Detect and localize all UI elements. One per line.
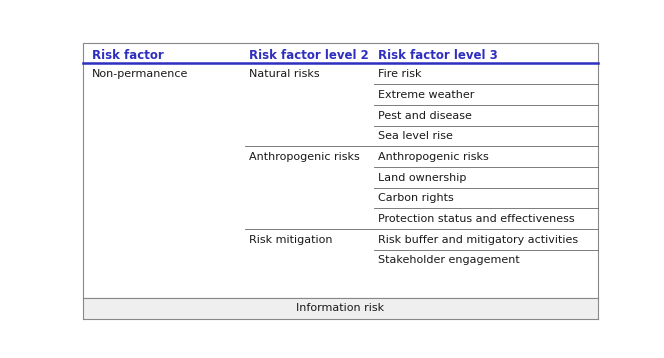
Text: Stakeholder engagement: Stakeholder engagement (378, 256, 520, 265)
Text: Risk mitigation: Risk mitigation (249, 235, 333, 245)
Text: Carbon rights: Carbon rights (378, 193, 454, 203)
Text: Risk factor level 2: Risk factor level 2 (249, 49, 369, 62)
Text: Extreme weather: Extreme weather (378, 90, 474, 100)
Text: Information risk: Information risk (296, 303, 384, 313)
Text: Protection status and effectiveness: Protection status and effectiveness (378, 214, 574, 224)
Text: Anthropogenic risks: Anthropogenic risks (249, 152, 360, 162)
Text: Pest and disease: Pest and disease (378, 111, 471, 121)
Text: Natural risks: Natural risks (249, 69, 320, 79)
Text: Non-permanence: Non-permanence (92, 69, 189, 79)
Text: Risk factor level 3: Risk factor level 3 (378, 49, 497, 62)
Text: Anthropogenic risks: Anthropogenic risks (378, 152, 489, 162)
Text: Risk factor: Risk factor (92, 49, 164, 62)
Text: Fire risk: Fire risk (378, 69, 422, 79)
Text: Sea level rise: Sea level rise (378, 131, 453, 141)
Bar (83, 298, 598, 319)
Text: Risk buffer and mitigatory activities: Risk buffer and mitigatory activities (378, 235, 578, 245)
Text: Land ownership: Land ownership (378, 173, 466, 183)
